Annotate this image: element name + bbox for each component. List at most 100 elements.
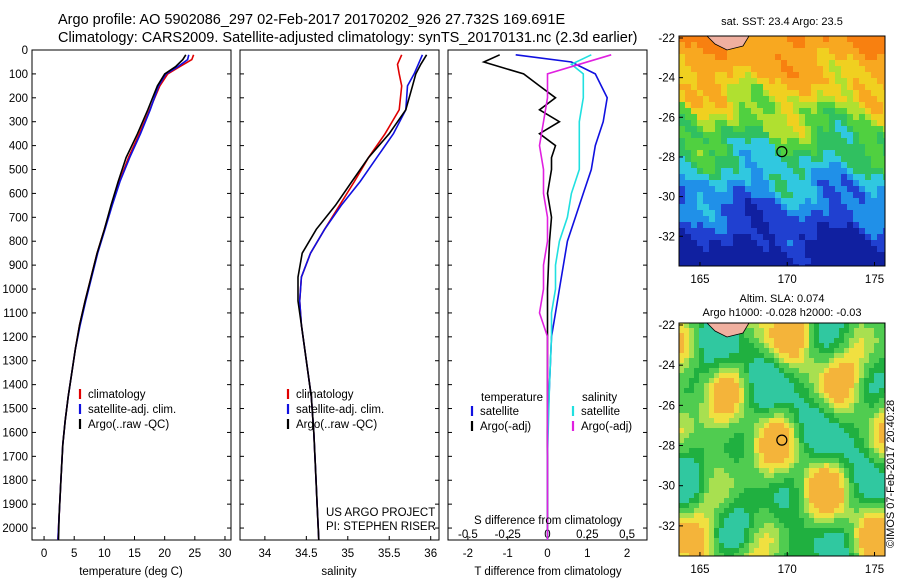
- map-cell: [744, 448, 750, 454]
- map-cell: [799, 443, 805, 449]
- map-cell: [769, 42, 776, 49]
- map-cell: [757, 204, 764, 211]
- map-cell: [721, 60, 728, 67]
- map-cell: [841, 216, 848, 223]
- map-cell: [853, 258, 860, 265]
- map-cell: [744, 488, 750, 494]
- map-cell: [879, 533, 885, 539]
- map-cell: [689, 453, 695, 459]
- map-cell: [883, 42, 885, 49]
- map-cell: [794, 488, 800, 494]
- map-cell: [824, 463, 830, 469]
- map-cell: [769, 368, 775, 374]
- map-cell: [853, 228, 860, 235]
- map-cell: [839, 508, 845, 514]
- map-cell: [814, 428, 820, 434]
- map-cell: [721, 240, 728, 247]
- map-cell: [734, 538, 740, 544]
- map-cell: [834, 373, 840, 379]
- map-cell: [829, 488, 835, 494]
- map-cell: [799, 363, 805, 369]
- map-cell: [849, 548, 855, 554]
- map-cell: [745, 216, 752, 223]
- map-cell: [839, 448, 845, 454]
- map-cell: [769, 216, 776, 223]
- map-cell: [804, 388, 810, 394]
- map-cell: [839, 543, 845, 549]
- map-cell: [784, 333, 790, 339]
- map-cell: [727, 150, 734, 157]
- map-cell: [697, 132, 704, 139]
- map-x-tick-label: 175: [865, 274, 884, 286]
- map-cell: [854, 383, 860, 389]
- map-cell: [847, 60, 854, 67]
- map-cell: [704, 453, 710, 459]
- map-cell: [859, 418, 865, 424]
- map-cell: [779, 473, 785, 479]
- map-cell: [709, 368, 715, 374]
- map-cell: [853, 234, 860, 241]
- map-cell: [739, 210, 746, 217]
- map-cell: [853, 42, 860, 49]
- map-cell: [721, 222, 728, 229]
- map-cell: [749, 348, 755, 354]
- map-cell: [814, 343, 820, 349]
- map-cell: [684, 413, 690, 419]
- map-cell: [883, 186, 885, 193]
- map-cell: [824, 498, 830, 504]
- map-cell: [697, 60, 704, 67]
- map-cell: [804, 448, 810, 454]
- y-tick-label: 1600: [2, 427, 28, 439]
- map-cell: [759, 438, 765, 444]
- map-cell: [869, 378, 875, 384]
- map-cell: [824, 513, 830, 519]
- map-cell: [849, 328, 855, 334]
- map-cell: [879, 503, 885, 509]
- map-cell: [834, 413, 840, 419]
- map-cell: [679, 210, 686, 217]
- map-cell: [749, 363, 755, 369]
- map-cell: [847, 114, 854, 121]
- map-cell: [739, 54, 746, 61]
- map-cell: [853, 192, 860, 199]
- map-cell: [799, 483, 805, 489]
- map-cell: [719, 468, 725, 474]
- y-tick-label: 1200: [2, 332, 28, 344]
- map-cell: [864, 508, 870, 514]
- map-cell: [799, 264, 806, 266]
- map-cell: [849, 453, 855, 459]
- map-cell: [739, 60, 746, 67]
- map-cell: [789, 413, 795, 419]
- map-cell: [841, 120, 848, 127]
- map-cell: [719, 433, 725, 439]
- map-cell: [684, 378, 690, 384]
- map-cell: [819, 408, 825, 414]
- legend-label: climatology: [88, 389, 146, 401]
- map-cell: [685, 132, 692, 139]
- argo-position-marker: [776, 146, 788, 158]
- map-cell: [841, 180, 848, 187]
- map-cell: [769, 508, 775, 514]
- map-cell: [793, 174, 800, 181]
- map-cell: [714, 398, 720, 404]
- map-cell: [869, 543, 875, 549]
- map-cell: [751, 138, 758, 145]
- map-cell: [774, 353, 780, 359]
- map-cell: [694, 473, 700, 479]
- map-cell: [769, 493, 775, 499]
- map-cell: [824, 548, 830, 554]
- map-cell: [764, 513, 770, 519]
- map-cell: [751, 258, 758, 265]
- sst-map-frame: [678, 35, 886, 267]
- map-cell: [774, 423, 780, 429]
- map-cell: [784, 373, 790, 379]
- map-cell: [754, 543, 760, 549]
- map-cell: [754, 383, 760, 389]
- map-cell: [877, 144, 884, 151]
- map-cell: [759, 383, 765, 389]
- map-cell: [874, 453, 880, 459]
- map-cell: [759, 423, 765, 429]
- map-cell: [847, 246, 854, 253]
- map-cell: [854, 458, 860, 464]
- map-cell: [847, 144, 854, 151]
